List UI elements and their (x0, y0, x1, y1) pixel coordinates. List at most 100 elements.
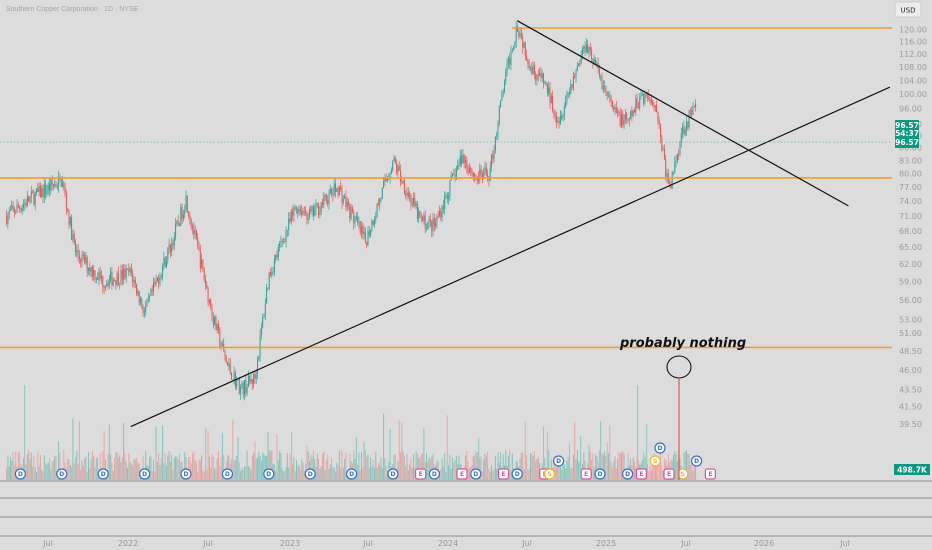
event-marker[interactable] (56, 468, 68, 480)
candle-body (584, 46, 586, 52)
candle-body (154, 282, 156, 285)
candle-body (210, 299, 212, 308)
trendline[interactable] (130, 86, 891, 428)
event-marker-label[interactable]: E (501, 471, 505, 478)
event-marker[interactable] (221, 468, 233, 480)
event-marker[interactable] (511, 468, 523, 480)
event-marker-label[interactable]: D (598, 471, 603, 478)
event-marker[interactable] (690, 455, 703, 467)
volume-bar (637, 385, 639, 480)
event-markers[interactable]: DDDDDDDDDDEDEDEDESDEDDESDESDE (14, 442, 717, 480)
event-marker[interactable] (97, 468, 109, 480)
trendlines[interactable] (130, 20, 891, 428)
time-tick-label[interactable]: 2023 (280, 539, 300, 548)
volume-bar (389, 428, 391, 480)
time-tick-label[interactable]: 2022 (118, 539, 138, 548)
horizontal-levels[interactable] (0, 27, 892, 349)
time-tick-label[interactable]: 2026 (754, 539, 774, 548)
time-tick-label[interactable]: Jul (362, 539, 373, 548)
candle-body (262, 317, 264, 328)
event-marker[interactable] (635, 468, 648, 480)
candle-body (272, 272, 274, 273)
event-marker[interactable] (304, 468, 316, 480)
volume-bar (526, 454, 528, 480)
time-tick-label[interactable]: Jul (202, 539, 213, 548)
event-marker-label[interactable]: D (694, 458, 699, 465)
event-marker[interactable] (552, 455, 565, 467)
time-axis-labels[interactable]: Jul 2022 Jul 2023 Jul 2024 Jul 2025 Jul 2026 Jul (42, 539, 850, 548)
currency-button-frame[interactable] (894, 1, 922, 18)
event-marker-label[interactable]: D (432, 471, 437, 478)
event-marker-label[interactable]: D (18, 471, 23, 478)
event-marker-label[interactable]: E (460, 471, 464, 478)
event-marker-label[interactable]: D (473, 471, 478, 478)
candle-body (102, 276, 104, 287)
time-tick-label[interactable]: Jul (521, 539, 532, 548)
event-marker-label[interactable]: E (667, 471, 671, 478)
candle-body (544, 82, 546, 84)
price-axis[interactable] (892, 0, 932, 480)
time-tick-label[interactable]: Jul (42, 539, 53, 548)
currency-button[interactable]: USD (894, 1, 922, 18)
event-marker[interactable] (428, 468, 440, 480)
event-marker-label[interactable]: D (308, 471, 313, 478)
event-marker[interactable] (180, 468, 192, 480)
candle-body (39, 186, 41, 198)
event-marker-label[interactable]: D (142, 471, 147, 478)
event-marker[interactable] (387, 468, 399, 480)
event-marker[interactable] (677, 468, 689, 480)
event-marker[interactable] (654, 442, 666, 454)
price-tick-label: 120.00 (899, 26, 927, 35)
volume-bar (50, 469, 52, 480)
event-marker-label[interactable]: E (419, 471, 423, 478)
event-marker[interactable] (704, 468, 717, 480)
event-marker[interactable] (415, 468, 427, 480)
volume-bar (380, 457, 382, 480)
event-marker-label[interactable]: E (639, 471, 643, 478)
event-marker[interactable] (543, 468, 556, 480)
event-marker[interactable] (14, 468, 26, 480)
trendline[interactable] (516, 20, 849, 207)
event-marker-label[interactable]: D (349, 471, 354, 478)
event-marker[interactable] (470, 468, 482, 480)
event-marker-label[interactable]: E (584, 471, 588, 478)
event-marker[interactable] (649, 455, 661, 467)
event-marker[interactable] (346, 468, 358, 480)
event-marker-label[interactable]: D (59, 471, 64, 478)
event-marker[interactable] (263, 468, 275, 480)
event-marker[interactable] (621, 468, 634, 480)
currency-label[interactable]: USD (901, 7, 916, 15)
candle-body (372, 220, 374, 226)
candle-body (281, 241, 283, 242)
candle-body (141, 298, 143, 309)
event-marker-label[interactable]: S (681, 471, 685, 478)
event-marker[interactable] (594, 468, 606, 480)
event-marker-label[interactable]: D (658, 445, 663, 452)
event-marker-label[interactable]: D (225, 471, 230, 478)
volume-bar (606, 443, 608, 480)
event-marker[interactable] (580, 468, 592, 480)
event-marker-label[interactable]: D (101, 471, 106, 478)
event-marker-label[interactable]: D (515, 471, 520, 478)
event-marker[interactable] (663, 468, 675, 480)
event-marker-label[interactable]: D (556, 458, 561, 465)
time-tick-label[interactable]: Jul (839, 539, 850, 548)
event-marker-label[interactable]: D (184, 471, 189, 478)
event-marker-label[interactable]: D (391, 471, 396, 478)
event-marker-label[interactable]: S (547, 471, 551, 478)
event-marker-label[interactable]: D (266, 471, 271, 478)
volume-bar (90, 459, 92, 480)
time-tick-label[interactable]: Jul (680, 539, 691, 548)
event-marker[interactable] (139, 468, 151, 480)
volume-bar (474, 454, 476, 480)
event-marker-label[interactable]: D (625, 471, 630, 478)
event-marker[interactable] (456, 468, 468, 480)
annotation-text[interactable]: probably nothing (619, 336, 746, 351)
time-tick-label[interactable]: 2025 (596, 539, 616, 548)
volume-bar (220, 457, 222, 480)
event-marker[interactable] (497, 468, 509, 480)
time-tick-label[interactable]: 2024 (438, 539, 458, 548)
event-marker-label[interactable]: S (653, 458, 657, 465)
event-marker-label[interactable]: E (708, 471, 712, 478)
